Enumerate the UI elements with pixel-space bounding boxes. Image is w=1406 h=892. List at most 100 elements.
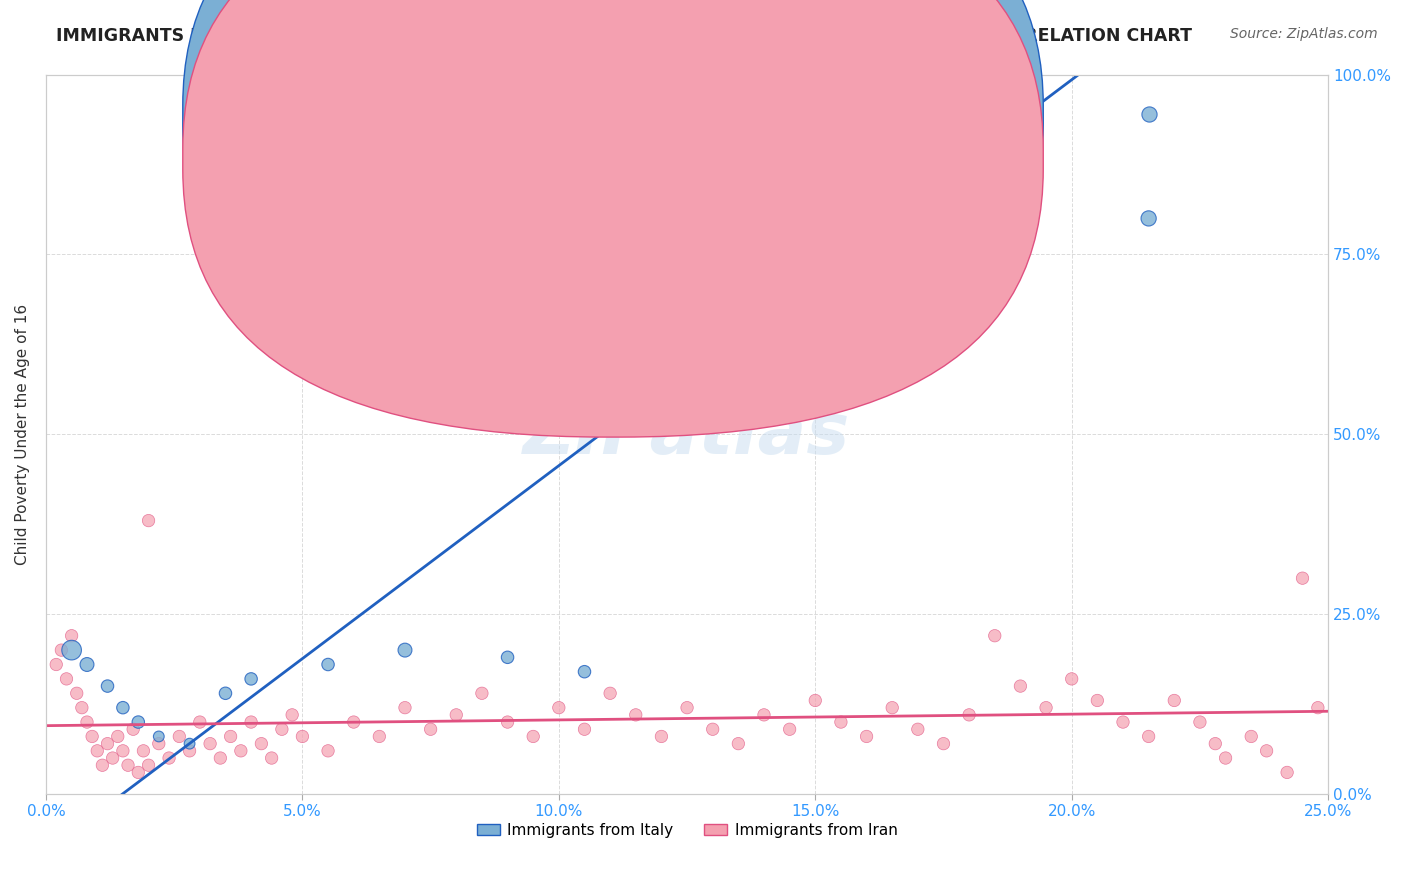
Point [127, 765, 149, 780]
Text: R = 0.681   N = 16: R = 0.681 N = 16 [619, 109, 763, 123]
Point [45, 657, 67, 672]
Point [96, 737, 118, 751]
Point [343, 714, 366, 729]
Point [1240, 730, 1263, 744]
Point [752, 707, 775, 722]
Point [122, 723, 145, 737]
Y-axis label: Child Poverty Under the Age of 16: Child Poverty Under the Age of 16 [15, 303, 30, 565]
Point [96, 679, 118, 693]
Point [76, 657, 98, 672]
Point [984, 629, 1007, 643]
Point [1060, 672, 1083, 686]
Point [51, 643, 73, 657]
Point [55, 672, 77, 686]
Point [101, 751, 124, 765]
Point [394, 643, 416, 657]
Point [855, 730, 877, 744]
Point [91, 758, 114, 772]
Point [179, 744, 201, 758]
Point [1035, 700, 1057, 714]
Point [1256, 744, 1278, 758]
Point [1215, 751, 1237, 765]
Point [132, 744, 155, 758]
Point [957, 707, 980, 722]
Text: ZIPatlas: ZIPatlas [523, 400, 851, 469]
Point [804, 693, 827, 707]
Point [107, 730, 129, 744]
Point [471, 686, 494, 700]
Point [1137, 107, 1160, 121]
Point [209, 751, 232, 765]
Point [250, 737, 273, 751]
Point [522, 730, 544, 744]
Point [214, 686, 236, 700]
Point [599, 686, 621, 700]
Point [86, 744, 108, 758]
Point [138, 758, 160, 772]
Point [419, 723, 441, 737]
Point [111, 700, 134, 714]
Point [179, 737, 201, 751]
Point [1204, 737, 1226, 751]
Point [676, 700, 699, 714]
Point [1010, 679, 1032, 693]
Point [1085, 693, 1108, 707]
Point [932, 737, 955, 751]
Legend: Immigrants from Italy, Immigrants from Iran: Immigrants from Italy, Immigrants from I… [471, 817, 904, 844]
Point [624, 707, 647, 722]
Point [188, 714, 211, 729]
Point [270, 723, 292, 737]
Point [60, 629, 83, 643]
Point [1291, 571, 1313, 585]
Point [316, 657, 339, 672]
Point [111, 744, 134, 758]
Text: R = 0.058   N = 77: R = 0.058 N = 77 [619, 152, 763, 166]
Point [127, 714, 149, 729]
Point [60, 643, 83, 657]
Point [830, 714, 852, 729]
Point [148, 730, 170, 744]
Point [727, 737, 749, 751]
Point [574, 665, 596, 679]
Point [291, 730, 314, 744]
Point [117, 758, 139, 772]
Point [260, 751, 283, 765]
Point [1188, 714, 1211, 729]
Point [240, 714, 263, 729]
Point [1343, 107, 1365, 121]
Point [1137, 730, 1160, 744]
Point [547, 700, 569, 714]
Point [574, 723, 596, 737]
Point [138, 514, 160, 528]
Point [66, 686, 89, 700]
Point [496, 650, 519, 665]
Text: Source: ZipAtlas.com: Source: ZipAtlas.com [1230, 27, 1378, 41]
Point [198, 737, 221, 751]
Point [169, 730, 191, 744]
Point [779, 723, 801, 737]
Point [1163, 693, 1185, 707]
Point [907, 723, 929, 737]
Point [229, 744, 252, 758]
Point [76, 714, 98, 729]
Point [496, 714, 519, 729]
Point [219, 730, 242, 744]
Point [148, 737, 170, 751]
Point [368, 730, 391, 744]
Point [240, 672, 263, 686]
Point [394, 700, 416, 714]
Point [82, 730, 104, 744]
Text: IMMIGRANTS FROM ITALY VS IMMIGRANTS FROM IRAN CHILD POVERTY UNDER THE AGE OF 16 : IMMIGRANTS FROM ITALY VS IMMIGRANTS FROM… [56, 27, 1192, 45]
Point [702, 723, 724, 737]
Point [70, 700, 93, 714]
Point [702, 413, 724, 427]
Point [1306, 700, 1329, 714]
Point [1137, 211, 1160, 226]
Point [1275, 765, 1298, 780]
Point [446, 707, 468, 722]
Point [830, 319, 852, 334]
Point [281, 707, 304, 722]
Point [1112, 714, 1135, 729]
Point [882, 700, 904, 714]
Point [650, 730, 672, 744]
